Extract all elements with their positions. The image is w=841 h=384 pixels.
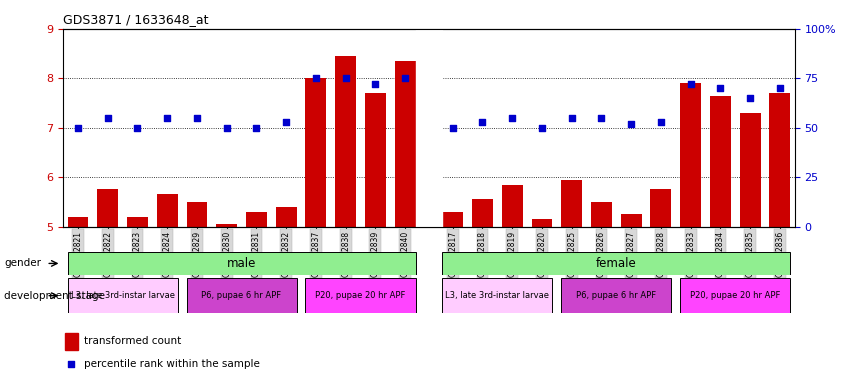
Bar bbox=[98, 189, 118, 227]
Point bbox=[309, 75, 323, 81]
Bar bbox=[187, 202, 208, 227]
Text: female: female bbox=[596, 257, 637, 270]
Bar bbox=[365, 93, 386, 227]
Bar bbox=[472, 199, 493, 227]
Bar bbox=[415, 29, 442, 227]
Point bbox=[624, 121, 637, 127]
Bar bbox=[276, 207, 297, 227]
Bar bbox=[65, 333, 77, 350]
Point bbox=[190, 115, 204, 121]
Bar bbox=[216, 224, 237, 227]
Bar bbox=[770, 93, 791, 227]
Point bbox=[505, 115, 519, 121]
Point bbox=[250, 124, 263, 131]
Point bbox=[684, 81, 697, 87]
Bar bbox=[650, 189, 671, 227]
Point bbox=[71, 124, 85, 131]
Point bbox=[339, 75, 352, 81]
Text: P20, pupae 20 hr APF: P20, pupae 20 hr APF bbox=[315, 291, 405, 300]
Point bbox=[476, 119, 489, 125]
Point bbox=[368, 81, 382, 87]
Text: GDS3871 / 1633648_at: GDS3871 / 1633648_at bbox=[63, 13, 209, 26]
Bar bbox=[740, 113, 760, 227]
Bar bbox=[305, 78, 326, 227]
Point bbox=[101, 115, 114, 121]
Bar bbox=[502, 185, 522, 227]
Point bbox=[654, 119, 668, 125]
Bar bbox=[591, 202, 611, 227]
Bar bbox=[305, 278, 415, 313]
Bar bbox=[680, 278, 791, 313]
Text: development stage: development stage bbox=[4, 291, 105, 301]
Bar bbox=[621, 214, 642, 227]
Text: L3, late 3rd-instar larvae: L3, late 3rd-instar larvae bbox=[446, 291, 549, 300]
Bar bbox=[680, 83, 701, 227]
Bar bbox=[336, 56, 356, 227]
Point bbox=[399, 75, 412, 81]
Text: percentile rank within the sample: percentile rank within the sample bbox=[84, 359, 260, 369]
Text: L3, late 3rd-instar larvae: L3, late 3rd-instar larvae bbox=[71, 291, 175, 300]
Bar bbox=[156, 194, 177, 227]
Bar bbox=[187, 278, 297, 313]
Point bbox=[743, 95, 757, 101]
Bar bbox=[67, 252, 415, 275]
Text: P20, pupae 20 hr APF: P20, pupae 20 hr APF bbox=[690, 291, 780, 300]
Point bbox=[565, 115, 579, 121]
Point bbox=[279, 119, 293, 125]
Point bbox=[130, 124, 144, 131]
Bar bbox=[67, 217, 88, 227]
Point bbox=[535, 124, 548, 131]
Point bbox=[773, 85, 786, 91]
Point bbox=[161, 115, 174, 121]
Bar bbox=[394, 61, 415, 227]
Bar bbox=[442, 252, 791, 275]
Point bbox=[446, 124, 459, 131]
Text: male: male bbox=[227, 257, 257, 270]
Point bbox=[220, 124, 234, 131]
Bar bbox=[561, 180, 582, 227]
Bar bbox=[532, 219, 553, 227]
Point bbox=[65, 361, 78, 367]
Bar bbox=[442, 212, 463, 227]
Bar bbox=[127, 217, 148, 227]
Text: P6, pupae 6 hr APF: P6, pupae 6 hr APF bbox=[202, 291, 282, 300]
Bar bbox=[67, 278, 177, 313]
Bar bbox=[561, 278, 671, 313]
Bar bbox=[442, 278, 553, 313]
Text: gender: gender bbox=[4, 258, 41, 268]
Bar bbox=[246, 212, 267, 227]
Point bbox=[714, 85, 727, 91]
Text: transformed count: transformed count bbox=[84, 336, 182, 346]
Bar bbox=[710, 96, 731, 227]
Point bbox=[595, 115, 608, 121]
Text: P6, pupae 6 hr APF: P6, pupae 6 hr APF bbox=[576, 291, 656, 300]
